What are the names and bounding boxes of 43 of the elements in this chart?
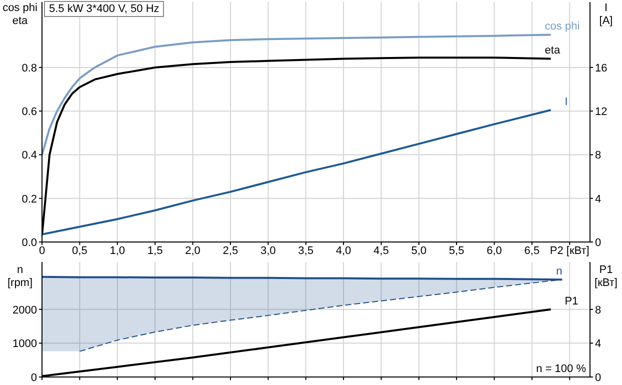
y-axis-title: n [rpm]: [6, 264, 34, 290]
y2-tick-label: 8: [595, 304, 602, 316]
series-label: cos phi: [544, 20, 580, 33]
y-tick-label: 0.2: [22, 193, 37, 206]
y-tick-label: 0.0: [22, 237, 37, 249]
y2-tick-label: 8: [595, 150, 602, 162]
series-label: n: [556, 266, 562, 278]
y2-tick-label: 12: [595, 106, 608, 118]
y2-tick-label: 16: [595, 62, 608, 74]
x-tick-label: 5,0: [411, 245, 427, 257]
line-series: [42, 109, 552, 236]
x-tick-label: 4,0: [336, 245, 352, 257]
y-axis-title: cos phi eta: [2, 2, 38, 28]
y-tick-label: 0.6: [22, 106, 37, 118]
x-tick-label: 5,5: [448, 245, 464, 257]
x-tick-label: 3,0: [260, 245, 276, 257]
y-tick-label: 1000: [12, 338, 37, 350]
y-tick-label: 0: [30, 372, 37, 384]
series-label: eta: [544, 44, 561, 57]
x-tick-label: 0,5: [72, 245, 88, 257]
annotation: n = 100 %: [536, 363, 586, 375]
x-tick-label: 1,0: [110, 245, 126, 257]
y2-tick-label: 4: [595, 193, 602, 206]
x-tick-label: 2,0: [185, 245, 200, 257]
y-tick-label: 2000: [12, 304, 37, 316]
x-tick-label: 6,5: [524, 245, 540, 257]
series-label: I: [564, 96, 568, 108]
y2-tick-label: 4: [595, 338, 602, 350]
x-tick-label: 6,0: [486, 245, 502, 257]
y2-axis-title: I [A]: [598, 2, 614, 28]
x-tick-label: 3,5: [298, 245, 314, 257]
x-tick-label: P2 [кВт]: [550, 245, 590, 257]
y2-tick-label: 0: [595, 237, 602, 249]
chart-title: 5.5 kW 3*400 V, 50 Hz: [44, 1, 164, 17]
y2-tick-label: 0: [595, 372, 602, 384]
y2-axis-title: P1 [кВт]: [594, 264, 618, 290]
x-tick-label: 1,5: [147, 245, 163, 257]
x-tick-label: 2,5: [222, 245, 238, 257]
x-tick-label: 0: [38, 245, 46, 257]
series-label: P1: [564, 295, 578, 308]
x-tick-label: 4,5: [374, 245, 389, 257]
y-tick-label: 0.4: [22, 150, 37, 162]
y-tick-label: 0.8: [22, 62, 37, 74]
